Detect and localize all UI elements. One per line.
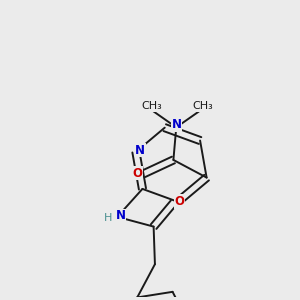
Text: N: N: [116, 209, 125, 222]
Text: CH₃: CH₃: [193, 101, 213, 112]
Text: H: H: [104, 212, 112, 223]
Text: O: O: [175, 195, 184, 208]
Text: N: N: [172, 118, 182, 131]
Text: N: N: [135, 144, 145, 157]
Text: O: O: [133, 167, 143, 180]
Text: CH₃: CH₃: [141, 101, 162, 112]
